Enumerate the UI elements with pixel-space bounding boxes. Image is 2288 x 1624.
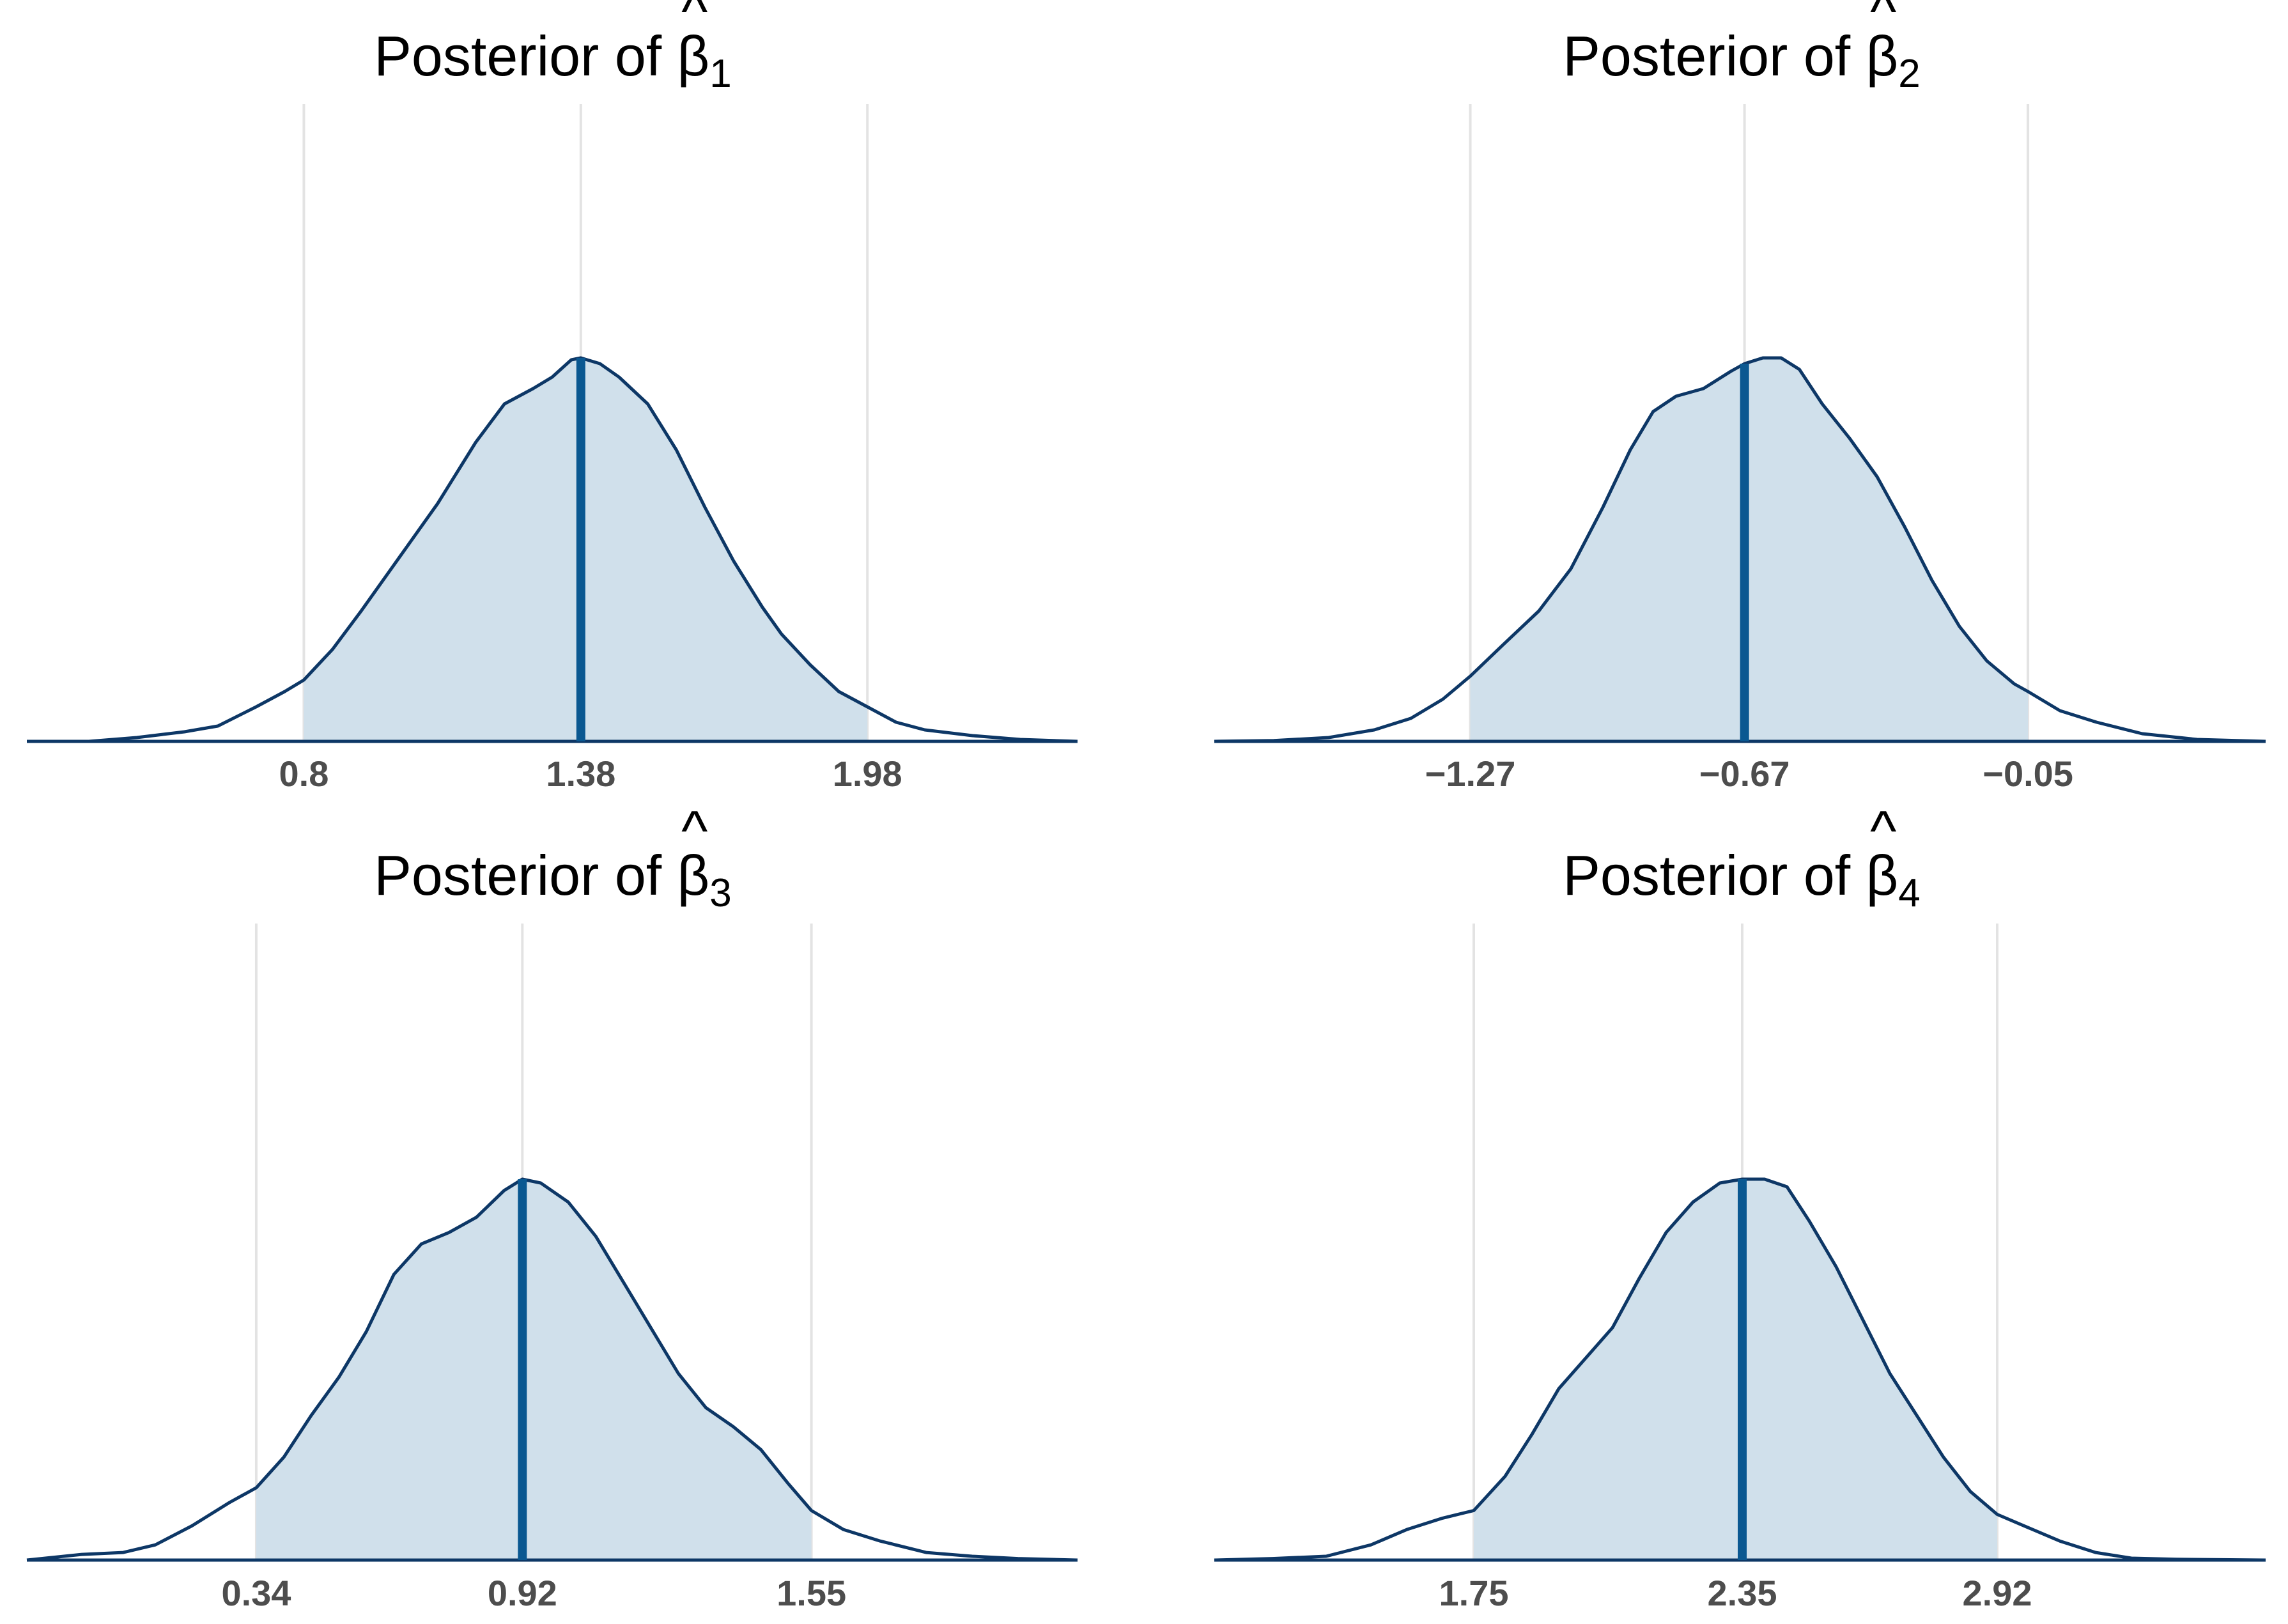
density-panel-2: −1.27 −0.67 −0.05 Posterior of β2^ (1214, 0, 2266, 794)
x-tick-label-2: −0.67 (1699, 754, 1790, 794)
x-tick-label-1: −1.27 (1425, 754, 1516, 794)
x-tick-label-2: 2.35 (1708, 1573, 1777, 1613)
density-panel-1: 0.8 1.38 1.98 Posterior of β1^ (27, 0, 1078, 794)
density-curve (27, 356, 1078, 743)
density-panel-4: 1.75 2.35 2.92 Posterior of β4^ (1214, 799, 2266, 1613)
panel-title: Posterior of β3 (374, 844, 732, 915)
panel-title: Posterior of β2 (1563, 24, 1921, 96)
x-tick-label-3: 1.55 (777, 1573, 846, 1613)
x-tick-label-1: 1.75 (1439, 1573, 1509, 1613)
density-curve (1214, 356, 2266, 743)
x-tick-label-2: 1.38 (546, 754, 615, 794)
panel-title: Posterior of β4 (1563, 844, 1921, 915)
x-tick-label-1: 0.8 (279, 754, 329, 794)
hat-accent: ^ (1870, 799, 1896, 862)
x-tick-label-3: −0.05 (1983, 754, 2073, 794)
credible-interval-area (256, 1179, 812, 1560)
credible-interval-area (304, 358, 868, 741)
panel-title: Posterior of β1 (374, 24, 732, 96)
hat-accent: ^ (681, 799, 707, 862)
hat-accent: ^ (681, 0, 707, 43)
hat-accent: ^ (1870, 0, 1896, 43)
density-panel-3: 0.34 0.92 1.55 Posterior of β3^ (26, 799, 1078, 1613)
density-curve (1214, 1177, 2266, 1562)
density-curve (26, 1177, 1078, 1562)
credible-interval-area (1470, 358, 2029, 741)
x-tick-label-2: 0.92 (488, 1573, 557, 1613)
x-tick-label-3: 2.92 (1963, 1573, 2032, 1613)
credible-interval-area (1474, 1179, 1997, 1560)
x-tick-label-1: 0.34 (221, 1573, 291, 1613)
x-tick-label-3: 1.98 (833, 754, 902, 794)
